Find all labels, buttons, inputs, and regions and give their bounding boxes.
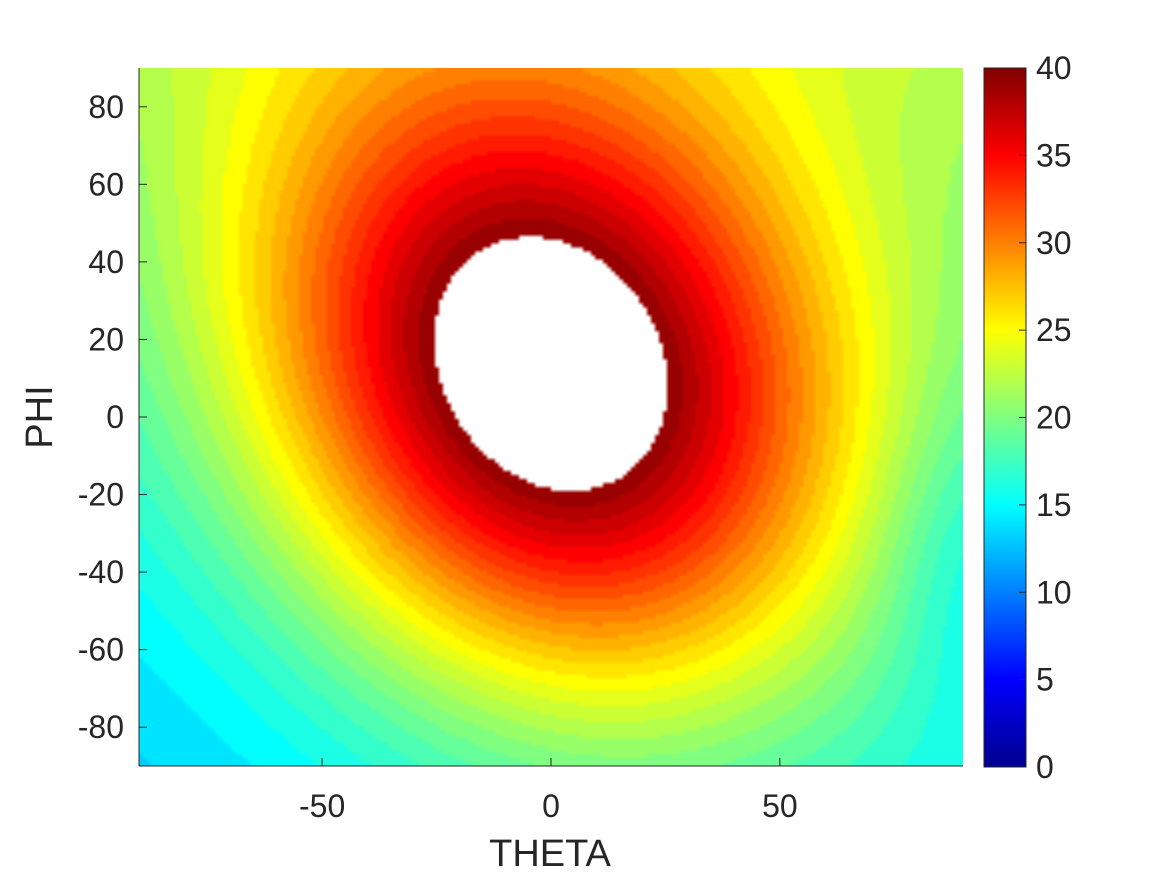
- colorbar-tick-label: 40: [1036, 50, 1072, 86]
- colorbar: 0 5 10 15 20 25 30 35 40: [983, 50, 1072, 785]
- x-tick-label: 0: [542, 788, 560, 824]
- colorbar-tick-label: 25: [1036, 312, 1072, 348]
- colorbar-tick-label: 10: [1036, 574, 1072, 610]
- y-tick-label: -20: [78, 477, 124, 513]
- y-axis: -80 -60 -40 -20 0 20 40 60 80 PHI: [19, 68, 147, 766]
- y-tick-label: -80: [78, 709, 124, 745]
- y-axis-label: PHI: [19, 385, 61, 448]
- y-tick-label: 20: [88, 321, 124, 357]
- x-axis: -50 0 50 THETA: [139, 758, 963, 875]
- y-tick-label: 0: [106, 399, 124, 435]
- colorbar-tick-label: 5: [1036, 662, 1054, 698]
- x-tick-label: 50: [762, 788, 798, 824]
- x-axis-label: THETA: [489, 833, 611, 875]
- x-ticks: -50 0 50: [299, 758, 798, 824]
- colorbar-tick-label: 20: [1036, 400, 1072, 436]
- colorbar-ticks: 0 5 10 15 20 25 30 35 40: [1019, 50, 1072, 785]
- colorbar-tick-label: 15: [1036, 487, 1072, 523]
- colorbar-tick-label: 30: [1036, 225, 1072, 261]
- colorbar-tick-label: 0: [1036, 749, 1054, 785]
- y-tick-label: 80: [88, 89, 124, 125]
- y-tick-label: -60: [78, 632, 124, 668]
- plot-area: [139, 68, 963, 766]
- y-tick-label: -40: [78, 554, 124, 590]
- y-ticks: -80 -60 -40 -20 0 20 40 60 80: [78, 89, 147, 745]
- heatmap-surface: [139, 68, 963, 766]
- y-tick-label: 60: [88, 166, 124, 202]
- x-tick-label: -50: [299, 788, 345, 824]
- y-tick-label: 40: [88, 244, 124, 280]
- colorbar-tick-label: 35: [1036, 137, 1072, 173]
